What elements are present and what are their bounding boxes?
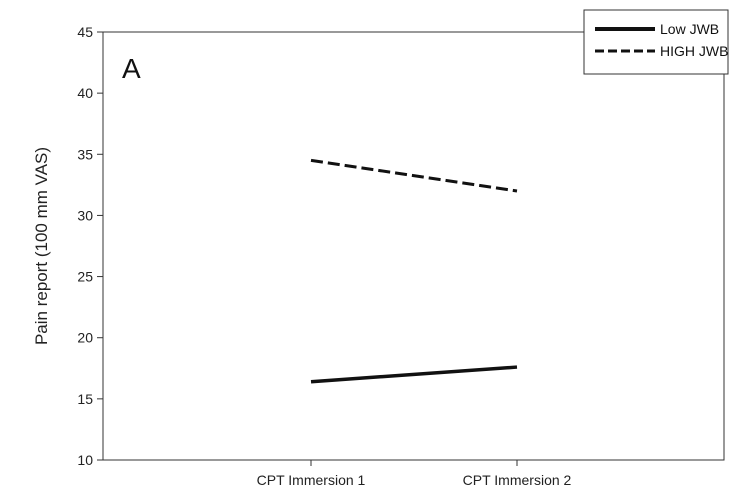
series-line-low-jwb bbox=[310, 365, 518, 384]
y-tick-label: 25 bbox=[77, 269, 93, 285]
y-tick-label: 15 bbox=[77, 391, 93, 407]
y-tick-label: 45 bbox=[77, 24, 93, 40]
legend-box bbox=[583, 9, 729, 75]
x-tick-label: CPT Immersion 1 bbox=[257, 472, 366, 488]
y-tick-label: 20 bbox=[77, 330, 93, 346]
series-line-high-jwb bbox=[310, 158, 518, 193]
y-axis-title: Pain report (100 mm VAS) bbox=[32, 147, 51, 345]
plot-frame bbox=[102, 31, 725, 461]
x-tick-label: CPT Immersion 2 bbox=[463, 472, 572, 488]
y-tick-label: 10 bbox=[77, 452, 93, 468]
y-tick-label: 30 bbox=[77, 207, 93, 223]
series-group bbox=[310, 158, 518, 384]
y-tick-label: 40 bbox=[77, 85, 93, 101]
y-axis: 10 15 20 25 30 35 40 45 bbox=[77, 24, 103, 468]
panel-label: A bbox=[122, 53, 141, 84]
legend-label-low-jwb: Low JWB bbox=[660, 21, 719, 37]
legend-label-high-jwb: HIGH JWB bbox=[660, 43, 728, 59]
x-axis: CPT Immersion 1 CPT Immersion 2 bbox=[257, 460, 572, 488]
y-tick-label: 35 bbox=[77, 146, 93, 162]
legend: Low JWB HIGH JWB bbox=[583, 9, 729, 75]
